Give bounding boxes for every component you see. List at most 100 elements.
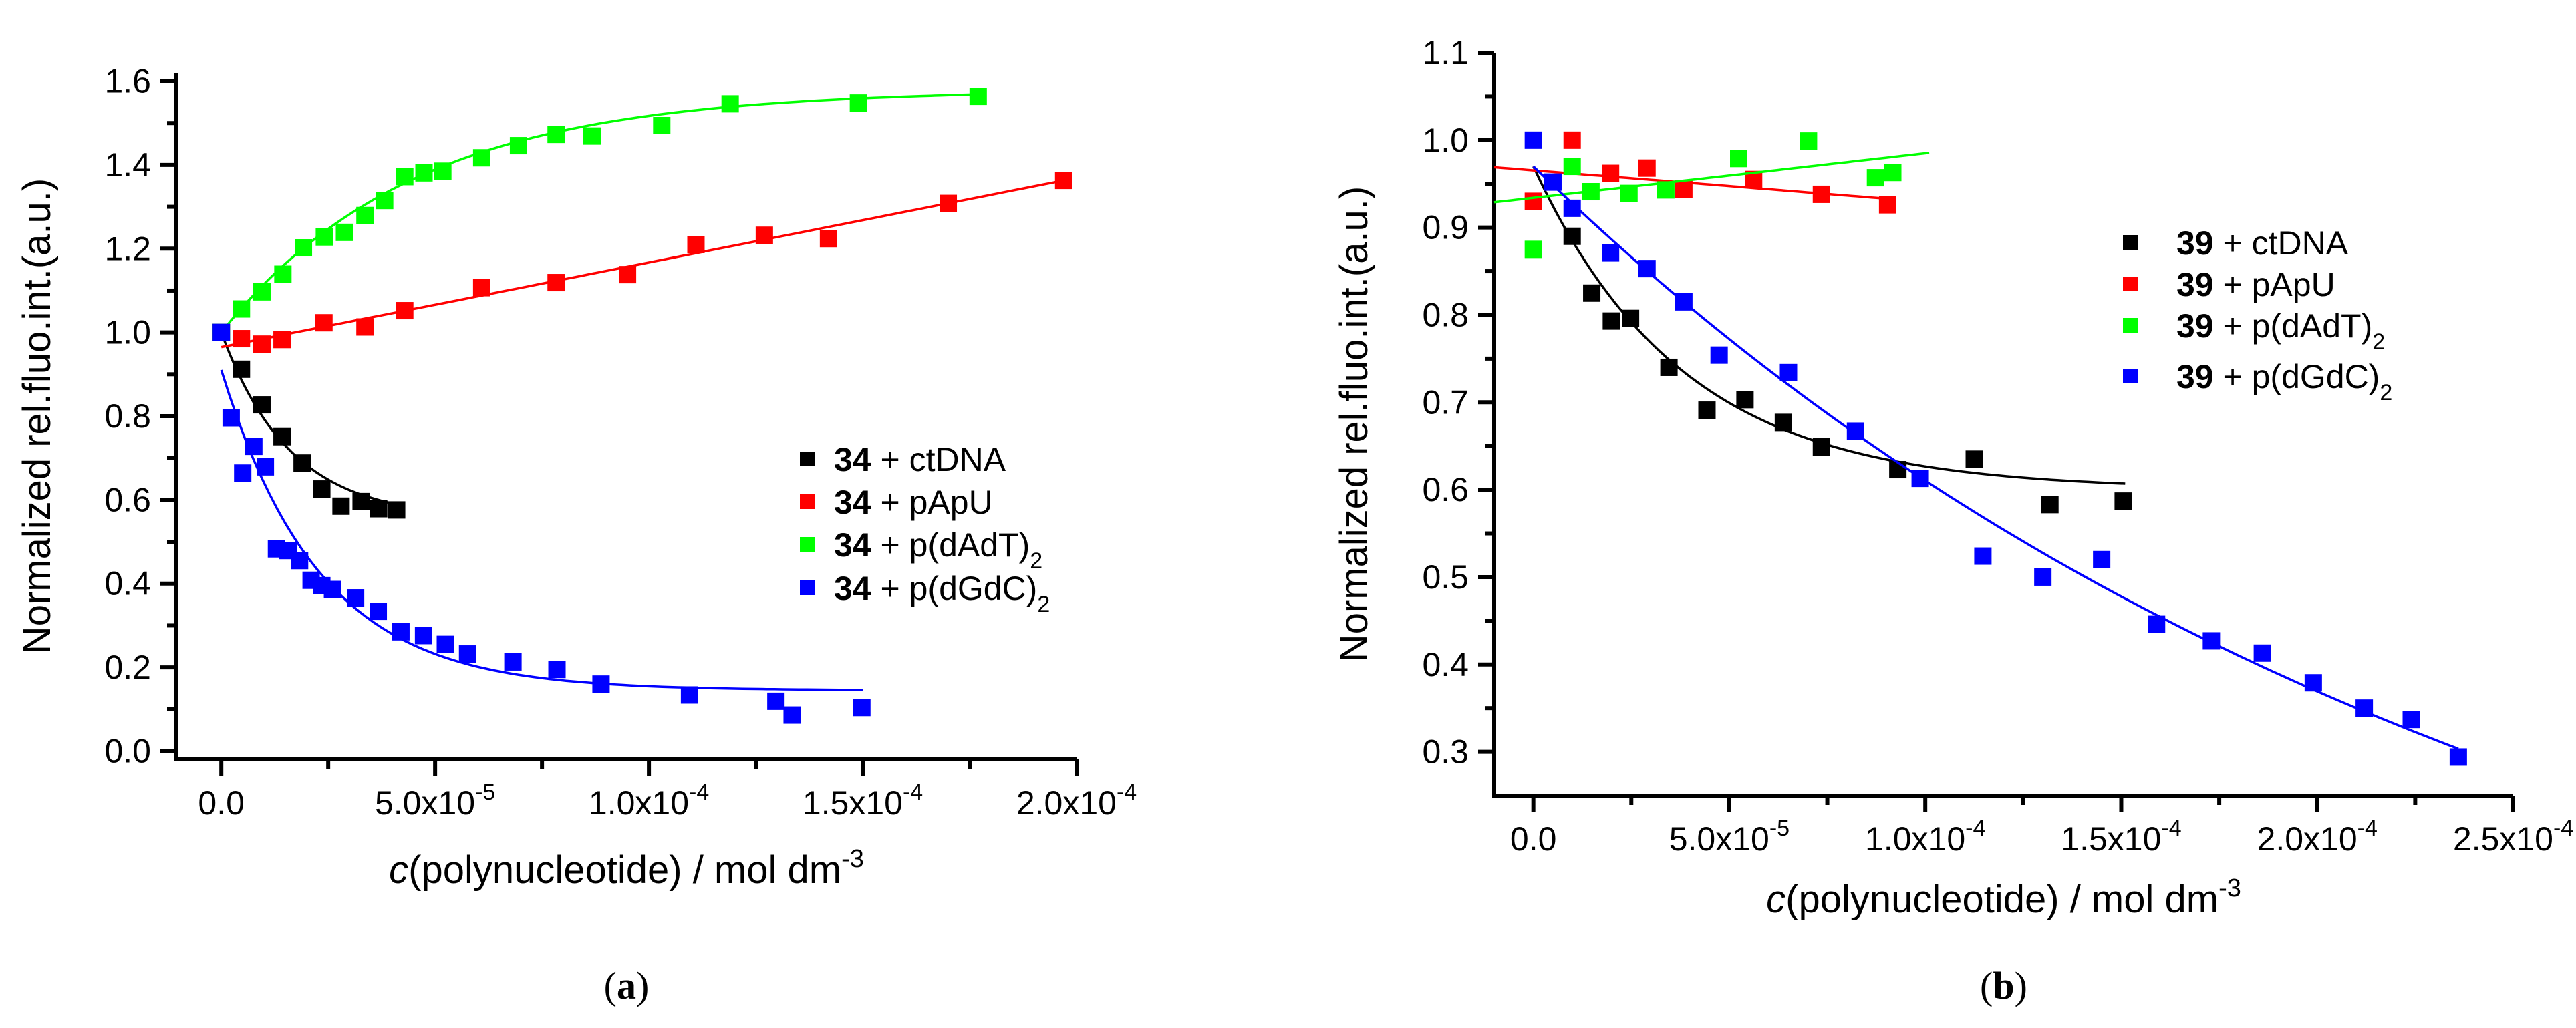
- legend-compound-number: 34: [834, 484, 871, 521]
- y-tick-label: 0.6: [1422, 471, 1469, 508]
- x-tick-label: 5.0x10-5: [375, 780, 495, 822]
- data-point: [1602, 244, 1620, 262]
- legend-marker: [800, 452, 815, 466]
- x-tick-label: 0.0: [1510, 820, 1557, 858]
- legend-compound-number: 39: [2176, 307, 2214, 345]
- data-point: [436, 635, 454, 653]
- data-point: [458, 645, 476, 663]
- data-point: [1602, 312, 1620, 330]
- data-point: [233, 300, 251, 318]
- data-point: [233, 360, 251, 378]
- legend-subscript: 2: [2372, 329, 2385, 355]
- x-tick-label-exponent: -4: [689, 780, 709, 805]
- y-tick-label: 0.9: [1422, 209, 1469, 246]
- legend-entry: 34 + ctDNA: [834, 441, 1006, 478]
- data-point: [819, 230, 837, 248]
- data-point: [356, 318, 374, 336]
- data-point: [1675, 180, 1693, 198]
- legend-compound-number: 34: [834, 570, 871, 607]
- y-tick-label: 0.3: [1422, 733, 1469, 771]
- series-pdgdc2: [1524, 131, 2467, 766]
- data-point: [1779, 363, 1798, 381]
- x-tick-label-exponent: -4: [2161, 816, 2181, 841]
- x-tick-label-base: 0.0: [198, 784, 245, 822]
- data-point: [547, 126, 565, 144]
- y-tick-label: 1.0: [1422, 122, 1469, 159]
- data-point: [274, 265, 292, 283]
- legend-text: + p(dAdT): [2214, 307, 2373, 345]
- data-point: [2304, 674, 2322, 692]
- data-point: [347, 589, 365, 607]
- data-point: [1563, 227, 1581, 245]
- data-point: [1866, 169, 1884, 187]
- data-point: [212, 323, 231, 341]
- data-point: [370, 500, 388, 518]
- x-tick-label-exponent: -4: [1117, 780, 1137, 805]
- y-tick-label: 0.7: [1422, 383, 1469, 421]
- legend-text: + ctDNA: [2214, 224, 2349, 262]
- legend-subscript: 2: [1030, 548, 1042, 574]
- legend-marker: [800, 537, 815, 552]
- data-point: [222, 409, 240, 427]
- data-point: [315, 228, 333, 246]
- x-tick-label-base: 2.0x10: [2257, 820, 2357, 858]
- data-point: [1884, 164, 1902, 182]
- data-point: [1524, 192, 1542, 210]
- data-point: [1622, 309, 1640, 327]
- data-point: [1710, 346, 1728, 364]
- y-tick-label: 1.4: [104, 146, 151, 184]
- data-point: [687, 236, 705, 253]
- series-ctdna: [1532, 166, 2132, 514]
- data-point: [2093, 550, 2111, 568]
- data-point: [323, 580, 341, 598]
- data-point: [234, 464, 252, 482]
- legend-text: + pApU: [2214, 266, 2335, 303]
- x-tick-label: 1.5x10-4: [2061, 816, 2181, 858]
- y-tick-label: 1.0: [104, 314, 151, 351]
- panel-caption: (b): [1980, 964, 2027, 1007]
- data-point: [853, 699, 871, 717]
- legend-entry: 34 + p(dGdC)2: [834, 570, 1050, 617]
- series-pdgdc2: [212, 323, 871, 724]
- x-tick-label-base: 2.5x10: [2453, 820, 2553, 858]
- x-tick-label-exponent: -5: [475, 780, 495, 805]
- data-point: [376, 192, 394, 210]
- legend-text: + ctDNA: [871, 441, 1006, 478]
- data-point: [504, 653, 522, 671]
- data-point: [2449, 748, 2467, 766]
- data-point: [1054, 172, 1072, 190]
- data-point: [1638, 260, 1656, 278]
- caption-letter: a: [617, 964, 636, 1007]
- legend-compound-number: 39: [2176, 358, 2214, 395]
- data-point: [1698, 401, 1716, 419]
- data-point: [2034, 568, 2052, 586]
- x-tick-label-base: 1.5x10: [2061, 820, 2161, 858]
- data-point: [332, 497, 350, 515]
- series-papu: [1493, 131, 1896, 214]
- caption-paren-open: (: [604, 964, 617, 1007]
- data-point: [352, 492, 370, 510]
- data-point: [2253, 644, 2271, 662]
- data-point: [1974, 547, 1992, 565]
- x-tick-label: 1.5x10-4: [803, 780, 923, 822]
- y-tick-label: 0.8: [1422, 296, 1469, 333]
- data-point: [291, 552, 309, 570]
- data-point: [392, 623, 410, 641]
- legend-marker: [2123, 369, 2138, 383]
- data-point: [1563, 158, 1581, 176]
- data-point: [767, 692, 785, 710]
- x-tick-label: 2.0x10-4: [2257, 816, 2378, 858]
- caption-paren-close: ): [636, 964, 649, 1007]
- data-point: [233, 330, 251, 348]
- x-tick-label: 1.0x10-4: [1865, 816, 1985, 858]
- y-tick-label: 0.2: [104, 649, 151, 686]
- fit-curve: [1493, 152, 1930, 204]
- data-point: [253, 396, 271, 414]
- data-point: [2041, 496, 2059, 514]
- data-point: [1657, 181, 1675, 199]
- fit-curve: [220, 331, 402, 507]
- legend-compound-number: 39: [2176, 266, 2214, 303]
- legend-entry: 39 + p(dAdT)2: [2176, 307, 2385, 355]
- data-point: [1846, 422, 1864, 440]
